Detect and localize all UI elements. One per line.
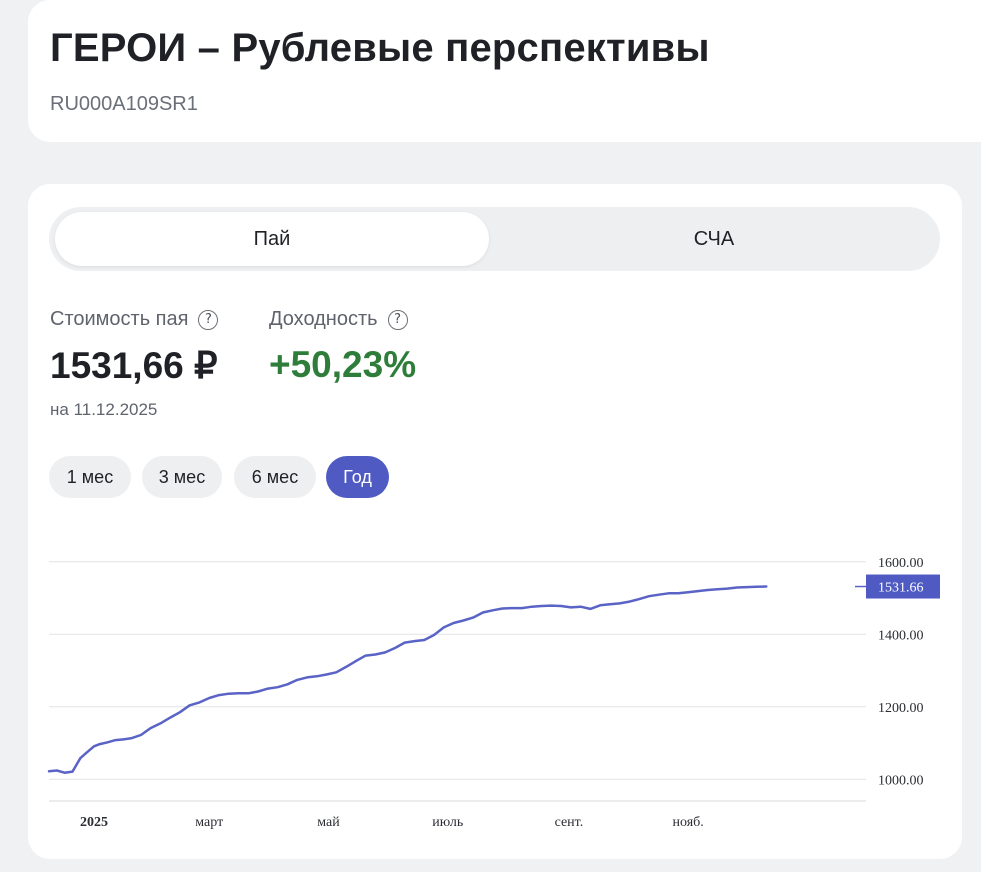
- yield-value: +50,23%: [269, 344, 417, 385]
- fund-header-card: ГЕРОИ – Рублевые перспективы RU000A109SR…: [28, 0, 981, 142]
- fund-details-card: Пай СЧА Стоимость пая ? Доходность ? 153…: [28, 184, 962, 859]
- unit-price-label-text: Стоимость пая: [50, 308, 189, 330]
- fund-isin: RU000A109SR1: [50, 93, 198, 115]
- yield-label: Доходность ?: [269, 308, 408, 331]
- question-circle-icon[interactable]: ?: [387, 309, 408, 330]
- fund-title: ГЕРОИ – Рублевые перспективы: [50, 26, 710, 70]
- period-3-months-button[interactable]: 3 мес: [142, 456, 222, 498]
- tab-nav[interactable]: СЧА: [693, 227, 735, 250]
- period-year-button[interactable]: Год: [326, 456, 389, 498]
- price-date: на 11.12.2025: [50, 400, 158, 419]
- period-1-month-button[interactable]: 1 мес: [49, 456, 131, 498]
- yield-label-text: Доходность: [269, 308, 378, 330]
- unit-price-value: 1531,66 ₽: [50, 345, 218, 386]
- period-6-months-button[interactable]: 6 мес: [234, 456, 316, 498]
- tab-unit[interactable]: Пай: [55, 212, 489, 266]
- view-toggle: Пай СЧА: [49, 207, 940, 271]
- unit-price-label: Стоимость пая ?: [50, 308, 219, 331]
- question-circle-icon[interactable]: ?: [198, 309, 219, 330]
